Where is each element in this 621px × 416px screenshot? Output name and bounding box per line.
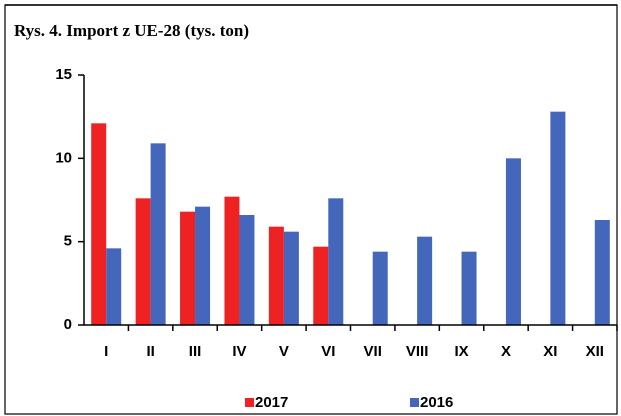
legend-swatch [245,398,254,407]
x-tick-label: XII [586,343,604,360]
x-tick-label: I [104,343,108,360]
bar [224,196,240,325]
bar [461,251,477,325]
y-tick-label: 0 [64,316,72,333]
bar [550,111,566,326]
chart-title: Rys. 4. Import z UE-28 (tys. ton) [14,21,249,40]
bar [328,198,344,325]
bar [106,248,122,325]
bar [372,251,388,325]
x-tick-label: VIII [406,343,429,360]
y-tick-label: 5 [64,233,72,250]
x-tick-label: V [279,343,289,360]
bar [239,215,255,325]
legend-swatch [410,398,419,407]
x-tick-label: III [189,343,202,360]
x-tick-label: XI [543,343,557,360]
bar [313,246,329,325]
x-tick-label: X [501,343,511,360]
y-tick-label: 10 [55,149,72,166]
y-tick-label: 15 [55,66,72,83]
bar [150,143,166,325]
bar [283,231,299,325]
x-tick-label: II [146,343,154,360]
bar [594,220,610,325]
legend-label: 2017 [255,394,288,411]
bar [91,123,107,325]
bar [268,226,284,325]
bar [180,211,196,325]
bar [505,158,521,325]
x-tick-label: VI [321,343,335,360]
x-tick-label: IX [454,343,468,360]
x-tick-label: VII [364,343,382,360]
bar [135,198,151,325]
bar [417,236,433,325]
bar [195,206,211,325]
legend-label: 2016 [420,394,453,411]
x-tick-label: IV [232,343,246,360]
